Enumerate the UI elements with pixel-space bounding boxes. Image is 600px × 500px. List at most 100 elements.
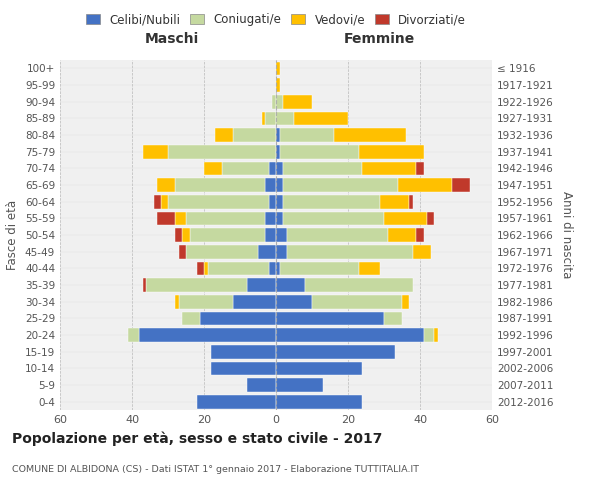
Bar xyxy=(276,295,312,308)
Bar xyxy=(269,195,276,208)
Bar xyxy=(276,78,280,92)
Bar xyxy=(276,162,283,175)
Bar xyxy=(157,178,175,192)
Bar xyxy=(276,262,280,275)
Bar xyxy=(157,212,175,225)
Bar xyxy=(283,195,380,208)
Bar xyxy=(276,395,362,408)
Bar xyxy=(276,128,280,142)
Bar xyxy=(359,262,380,275)
Bar xyxy=(208,262,269,275)
Bar xyxy=(175,178,265,192)
Bar xyxy=(197,395,276,408)
Bar xyxy=(211,345,276,358)
Text: Maschi: Maschi xyxy=(145,32,199,46)
Bar xyxy=(215,128,233,142)
Bar xyxy=(222,162,269,175)
Bar xyxy=(154,195,161,208)
Bar xyxy=(175,295,179,308)
Bar xyxy=(276,228,287,242)
Bar xyxy=(280,128,334,142)
Bar xyxy=(276,328,424,342)
Bar xyxy=(204,262,208,275)
Bar xyxy=(182,312,200,325)
Bar xyxy=(276,245,287,258)
Bar xyxy=(276,195,283,208)
Bar xyxy=(204,162,222,175)
Bar xyxy=(276,345,395,358)
Bar xyxy=(452,178,470,192)
Bar xyxy=(247,378,276,392)
Bar xyxy=(276,312,384,325)
Bar xyxy=(247,278,276,292)
Bar xyxy=(200,312,276,325)
Bar xyxy=(362,162,416,175)
Bar xyxy=(283,95,312,108)
Bar xyxy=(272,95,276,108)
Bar xyxy=(276,95,283,108)
Bar xyxy=(359,145,424,158)
Bar xyxy=(233,295,276,308)
Bar xyxy=(276,212,283,225)
Bar xyxy=(168,195,269,208)
Bar xyxy=(175,212,186,225)
Bar xyxy=(168,145,276,158)
Text: COMUNE DI ALBIDONA (CS) - Dati ISTAT 1° gennaio 2017 - Elaborazione TUTTITALIA.I: COMUNE DI ALBIDONA (CS) - Dati ISTAT 1° … xyxy=(12,466,419,474)
Bar xyxy=(334,128,406,142)
Bar xyxy=(434,328,438,342)
Bar xyxy=(197,262,204,275)
Bar xyxy=(190,228,265,242)
Bar xyxy=(265,112,276,125)
Bar xyxy=(175,228,182,242)
Bar xyxy=(283,178,398,192)
Bar xyxy=(276,278,305,292)
Bar xyxy=(409,195,413,208)
Bar xyxy=(424,328,434,342)
Bar xyxy=(427,212,434,225)
Bar xyxy=(128,328,139,342)
Bar xyxy=(182,228,190,242)
Bar xyxy=(287,228,388,242)
Bar xyxy=(265,212,276,225)
Bar xyxy=(211,362,276,375)
Bar xyxy=(276,178,283,192)
Legend: Celibi/Nubili, Coniugati/e, Vedovi/e, Divorziati/e: Celibi/Nubili, Coniugati/e, Vedovi/e, Di… xyxy=(81,8,471,31)
Bar xyxy=(283,212,384,225)
Bar xyxy=(280,262,359,275)
Bar xyxy=(262,112,265,125)
Bar xyxy=(276,145,280,158)
Bar xyxy=(384,312,402,325)
Bar xyxy=(265,228,276,242)
Bar xyxy=(276,112,294,125)
Bar xyxy=(280,145,359,158)
Y-axis label: Fasce di età: Fasce di età xyxy=(7,200,19,270)
Bar xyxy=(402,295,409,308)
Bar xyxy=(413,245,431,258)
Bar xyxy=(276,378,323,392)
Bar xyxy=(258,245,276,258)
Text: Popolazione per età, sesso e stato civile - 2017: Popolazione per età, sesso e stato civil… xyxy=(12,431,382,446)
Bar xyxy=(143,278,146,292)
Bar xyxy=(139,328,276,342)
Bar xyxy=(161,195,168,208)
Bar xyxy=(384,212,427,225)
Bar xyxy=(283,162,362,175)
Bar xyxy=(143,145,168,158)
Y-axis label: Anni di nascita: Anni di nascita xyxy=(560,192,573,278)
Bar xyxy=(398,178,452,192)
Bar xyxy=(305,278,413,292)
Bar xyxy=(388,228,416,242)
Bar xyxy=(269,162,276,175)
Bar xyxy=(312,295,402,308)
Bar xyxy=(416,228,424,242)
Bar xyxy=(186,245,258,258)
Bar xyxy=(287,245,413,258)
Bar xyxy=(233,128,276,142)
Bar xyxy=(294,112,348,125)
Text: Femmine: Femmine xyxy=(344,32,415,46)
Bar xyxy=(380,195,409,208)
Bar xyxy=(179,295,233,308)
Bar xyxy=(179,245,186,258)
Bar xyxy=(186,212,265,225)
Bar xyxy=(276,362,362,375)
